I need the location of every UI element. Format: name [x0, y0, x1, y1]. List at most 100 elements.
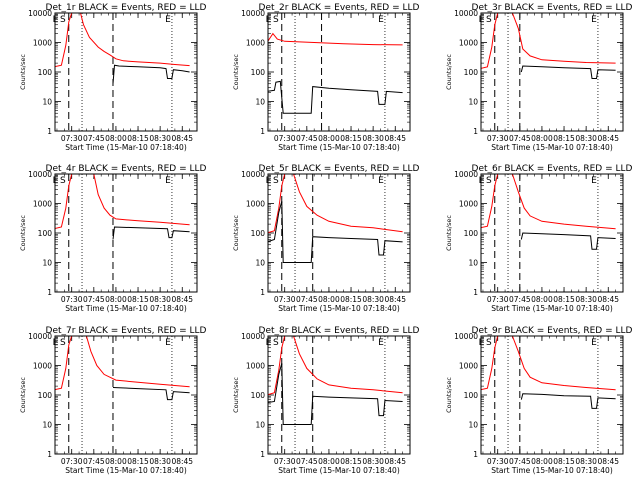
y-tick-label: 100: [464, 229, 479, 238]
time-marker-label: S: [273, 15, 279, 25]
y-axis-label: Counts/sec: [445, 377, 453, 413]
x-axis-label: Start Time (15-Mar-10 07:18:40): [491, 304, 613, 313]
chart-title: Det_8r BLACK = Events, RED = LLD: [259, 326, 420, 336]
chart-panel: Det_8r BLACK = Events, RED = LLD Counts/s…: [232, 326, 420, 475]
y-tick-label: 10: [468, 259, 478, 268]
chart-panel: Det_4r BLACK = Events, RED = LLD Counts/s…: [19, 164, 207, 313]
y-tick-label: 10: [255, 421, 265, 430]
x-tick-label: 08:15: [127, 457, 149, 466]
x-tick-label: 08:30: [575, 457, 597, 466]
time-marker-label: E: [378, 338, 384, 348]
time-marker-label: E: [53, 15, 59, 25]
x-tick-label: 07:30: [487, 457, 509, 466]
y-tick-label: 10000: [454, 332, 478, 341]
lld-series-line: [268, 336, 403, 396]
time-marker-label: E: [266, 176, 272, 186]
y-tick-label: 1000: [33, 200, 52, 209]
y-tick-label: 1000: [246, 362, 265, 371]
y-tick-label: 100: [251, 391, 266, 400]
y-tick-label: 1000: [246, 39, 265, 48]
x-axis-label: Start Time (15-Mar-10 07:18:40): [65, 466, 187, 475]
plot-frame: [480, 12, 624, 132]
x-tick-label: 08:00: [105, 457, 127, 466]
time-marker-label: E: [165, 15, 171, 25]
x-tick-label: 08:00: [531, 295, 553, 304]
chart-panel: Det_1r BLACK = Events, RED = LLD Counts/s…: [19, 3, 207, 152]
x-tick-label: 08:15: [340, 295, 362, 304]
time-marker-label: S: [273, 338, 279, 348]
y-tick-label: 1: [47, 127, 52, 136]
y-tick-label: 100: [38, 229, 53, 238]
x-tick-label: 08:30: [575, 295, 597, 304]
lld-series-line: [481, 174, 616, 230]
x-tick-label: 08:45: [597, 134, 619, 143]
x-tick-label: 07:30: [274, 134, 296, 143]
x-tick-label: 07:30: [61, 295, 83, 304]
events-series-line: [520, 393, 616, 409]
y-tick-label: 1000: [459, 200, 478, 209]
y-tick-label: 1: [260, 450, 265, 459]
x-tick-label: 07:30: [61, 134, 83, 143]
time-marker-label: E: [165, 338, 171, 348]
x-tick-label: 08:15: [127, 295, 149, 304]
x-tick-label: 08:00: [318, 134, 340, 143]
x-tick-label: 08:15: [340, 457, 362, 466]
time-marker-label: E: [165, 176, 171, 186]
chart-panel: Det_9r BLACK = Events, RED = LLD Counts/s…: [445, 326, 633, 475]
events-series-line: [520, 232, 616, 250]
chart-title: Det_3r BLACK = Events, RED = LLD: [472, 3, 633, 13]
y-tick-label: 1: [47, 450, 52, 459]
y-tick-label: 100: [464, 391, 479, 400]
plot-frame: [480, 335, 624, 455]
x-tick-label: 08:15: [553, 457, 575, 466]
x-tick-label: 08:00: [105, 295, 127, 304]
y-tick-label: 100: [251, 229, 266, 238]
x-tick-label: 08:30: [362, 457, 384, 466]
chart-panel: Det_5r BLACK = Events, RED = LLD Counts/s…: [232, 164, 420, 313]
x-tick-label: 08:30: [362, 134, 384, 143]
x-tick-label: 08:45: [597, 295, 619, 304]
y-tick-label: 10: [255, 98, 265, 107]
y-tick-label: 10: [42, 259, 52, 268]
x-tick-label: 08:00: [318, 295, 340, 304]
time-marker-label: E: [266, 15, 272, 25]
plot-frame: [267, 335, 411, 455]
lld-series-line: [481, 13, 616, 69]
y-tick-label: 100: [38, 391, 53, 400]
y-tick-label: 10000: [454, 170, 478, 179]
x-tick-label: 08:30: [149, 457, 171, 466]
time-marker-label: S: [273, 176, 279, 186]
chart-title: Det_6r BLACK = Events, RED = LLD: [472, 164, 633, 174]
events-series-line: [268, 201, 403, 263]
y-tick-label: 100: [464, 68, 479, 77]
lld-series-line: [55, 13, 190, 68]
x-tick-label: 08:45: [384, 134, 406, 143]
y-tick-label: 10: [42, 98, 52, 107]
x-tick-label: 07:30: [61, 457, 83, 466]
x-tick-label: 08:45: [384, 295, 406, 304]
time-marker-label: E: [266, 338, 272, 348]
time-marker-label: S: [486, 15, 492, 25]
y-axis-label: Counts/sec: [19, 54, 27, 90]
x-tick-label: 07:45: [83, 295, 105, 304]
lld-series-line: [268, 174, 403, 234]
x-axis-label: Start Time (15-Mar-10 07:18:40): [491, 466, 613, 475]
time-marker-label: E: [378, 15, 384, 25]
y-tick-label: 1000: [33, 362, 52, 371]
lld-series-line: [55, 174, 190, 229]
y-tick-label: 10000: [241, 9, 265, 18]
x-tick-label: 08:45: [171, 134, 193, 143]
y-tick-label: 1: [473, 127, 478, 136]
chart-panel: Det_6r BLACK = Events, RED = LLD Counts/s…: [445, 164, 633, 313]
y-tick-label: 1: [260, 127, 265, 136]
chart-title: Det_7r BLACK = Events, RED = LLD: [46, 326, 207, 336]
y-tick-label: 1: [47, 288, 52, 297]
y-axis-label: Counts/sec: [445, 215, 453, 251]
y-tick-label: 10000: [454, 9, 478, 18]
chart-title: Det_5r BLACK = Events, RED = LLD: [259, 164, 420, 174]
x-tick-label: 08:15: [127, 134, 149, 143]
x-tick-label: 07:45: [509, 457, 531, 466]
x-tick-label: 08:00: [318, 457, 340, 466]
chart-panel: Det_7r BLACK = Events, RED = LLD Counts/s…: [19, 326, 207, 475]
